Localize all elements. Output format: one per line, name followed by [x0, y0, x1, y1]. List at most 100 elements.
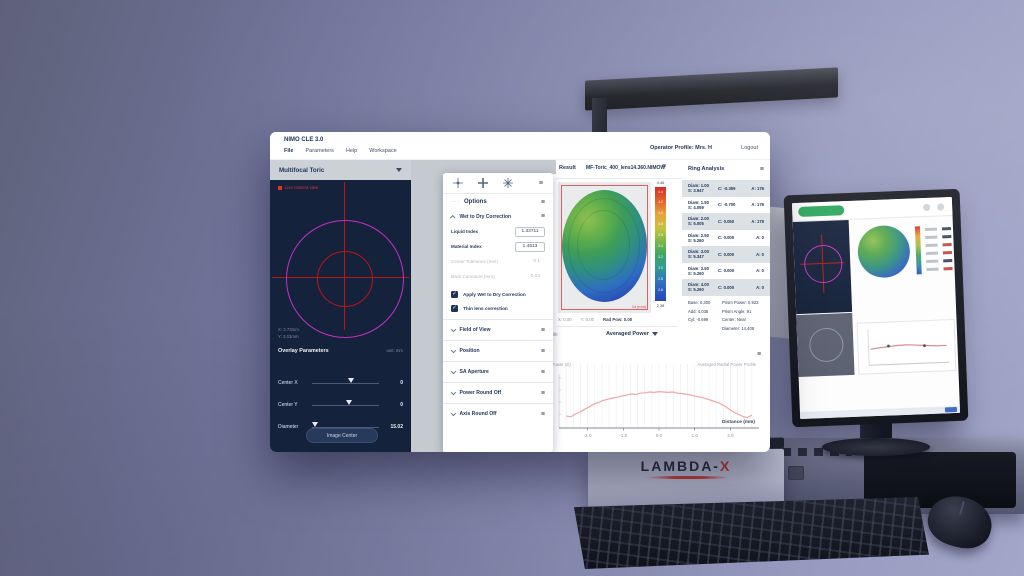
- slider-label: Center Y: [278, 402, 298, 408]
- slider-track[interactable]: [312, 377, 379, 384]
- section-position[interactable]: Position: [443, 340, 553, 361]
- toolbar-menu-icon[interactable]: [539, 180, 543, 187]
- menu-help[interactable]: Help: [345, 148, 358, 154]
- instrument-arm: [585, 67, 838, 111]
- colorbar-tick: 3.2: [658, 254, 663, 259]
- section-menu-icon[interactable]: [541, 213, 545, 220]
- slider-thumb[interactable]: [347, 377, 354, 383]
- ring-diam-cell: Diam: 2.00 S: 5.005: [688, 216, 718, 226]
- options-menu-icon[interactable]: [541, 199, 545, 206]
- cursor-x-readout: X: 3.73mm: [278, 327, 299, 332]
- result-menu-icon[interactable]: [662, 163, 666, 170]
- ring-menu-icon[interactable]: [760, 166, 764, 173]
- menu-file[interactable]: File: [284, 148, 294, 154]
- ring-diam: Diam: 2.50: [688, 232, 709, 238]
- ring-diam-cell: Diam: 1.00 S: 3.947: [688, 183, 718, 193]
- logout-button[interactable]: Logout: [741, 145, 758, 151]
- chart-title: Averaged Radial Power Profile: [697, 362, 756, 367]
- image-center-button[interactable]: Image Center: [306, 428, 378, 443]
- ring-diam-cell: Diam: 3.00 S: 5.347: [688, 249, 718, 259]
- device-logo: LAMBDA-X: [640, 458, 732, 474]
- field-value[interactable]: 1.33711: [515, 226, 545, 237]
- colorbar-tick: 2.8: [658, 276, 663, 281]
- drag-handle-icon[interactable]: ···: [451, 199, 460, 205]
- section-sa-aperture[interactable]: SA Aperture: [443, 361, 553, 382]
- checkbox-checked-icon[interactable]: ✓: [451, 290, 458, 298]
- collapsed-sections: Field of View Position SA Aperture Power Ro…: [443, 319, 553, 424]
- camera-status: Live camera view: [278, 185, 318, 190]
- map-dimension-label: 14 (mm): [631, 305, 646, 309]
- checkbox-label: Thin lens correction: [463, 305, 508, 311]
- table-row: Diam: 2.50 S: 5.260 C: 0.000 A: 0: [682, 230, 770, 247]
- chart-menu-icon[interactable]: [757, 351, 761, 358]
- camera-panel: Multifocal Toric Live camera view X: 3.7…: [270, 160, 411, 452]
- mini-ghost-circle: [808, 327, 845, 363]
- section-field-of-view[interactable]: Field of View: [443, 319, 553, 340]
- svg-text:Distance (mm): Distance (mm): [722, 419, 755, 425]
- mini-results-list: [924, 227, 953, 276]
- table-row: Diam: 2.00 S: 5.005 C: 0.050 A: 179: [682, 213, 770, 230]
- menu-workspace[interactable]: Workspace: [369, 148, 397, 154]
- slider-thumb[interactable]: [345, 399, 352, 405]
- section-menu-icon[interactable]: [541, 390, 545, 397]
- panel-gap: [443, 160, 556, 174]
- ring-sphere: S: 5.005: [688, 221, 704, 227]
- starburst-icon[interactable]: [503, 178, 513, 188]
- section-wet-to-dry[interactable]: Wet to Dry Correction: [443, 210, 553, 223]
- section-menu-icon[interactable]: [541, 348, 545, 355]
- section-label: SA Aperture: [459, 369, 489, 375]
- chevron-down-icon: [450, 368, 456, 374]
- ring-axis: A: 0: [756, 284, 764, 290]
- ring-axis: A: 176: [751, 202, 764, 208]
- options-header[interactable]: ··· Options: [443, 194, 553, 210]
- section-menu-icon[interactable]: [541, 411, 545, 418]
- ring-diam-cell: Diam: 2.50 S: 5.260: [688, 233, 718, 243]
- table-row: Diam: 3.50 S: 5.260 C: 0.000 A: 0: [682, 263, 770, 280]
- table-row: Diam: 3.00 S: 5.347 C: 0.000 A: 0: [682, 246, 770, 263]
- profile-select[interactable]: Averaged Power: [606, 331, 658, 337]
- crosshair-dot-icon[interactable]: [453, 178, 463, 188]
- lens-type-select[interactable]: Multifocal Toric: [270, 160, 411, 180]
- lens-power-map: [562, 190, 647, 302]
- checkbox-row[interactable]: ✓ Apply Wet to Dry Correction: [451, 287, 545, 301]
- checkbox-row[interactable]: ✓ Thin lens correction: [451, 301, 545, 315]
- overlay-sliders: Center X 0 Center Y 0 Diameter 15.02: [278, 372, 403, 438]
- ring-table: Diam: 1.00 S: 3.947 C: -0.359 A: 176 Diam: 1…: [682, 180, 770, 296]
- ring-sphere: S: 5.260: [688, 237, 704, 243]
- section-menu-icon[interactable]: [541, 327, 545, 334]
- colorbar-tick: 4.0: [658, 211, 663, 216]
- option-field: Back Curvature (mm) 0.03: [451, 269, 545, 284]
- colorbar-tick: 3.6: [658, 233, 663, 238]
- slider-track[interactable]: [312, 421, 379, 428]
- overlay-circle: [286, 220, 404, 338]
- chevron-down-icon: [450, 326, 456, 332]
- menu-parameters[interactable]: Parameters: [305, 148, 334, 154]
- cursor-y-readout: Y: 3.03mm: [278, 334, 299, 339]
- readout-item: X: 0.00: [558, 317, 572, 322]
- section-label: Axis Round Off: [459, 411, 497, 417]
- mini-camera-panel: [792, 219, 853, 315]
- chevron-down-icon: [450, 410, 456, 416]
- option-field: Material Index 1.4513: [451, 239, 545, 254]
- wet-to-dry-checkboxes: ✓ Apply Wet to Dry Correction ✓ Thin lens c…: [443, 284, 553, 319]
- ring-cyl: C: -0.359: [718, 185, 736, 191]
- section-axis-round-off[interactable]: Axis Round Off: [443, 403, 553, 424]
- slider-thumb[interactable]: [312, 421, 319, 427]
- section-menu-icon[interactable]: [541, 369, 545, 376]
- ring-sphere: S: 4.059: [688, 204, 704, 210]
- crosshair-plus-icon[interactable]: [478, 178, 488, 188]
- ring-axis: A: 176: [751, 185, 764, 191]
- ring-cyl: C: 0.000: [718, 284, 735, 290]
- mini-power-map: [856, 224, 911, 279]
- slider-track[interactable]: [312, 399, 379, 406]
- svg-text:1.0: 1.0: [692, 433, 699, 438]
- slider-row: Center X 0: [278, 372, 403, 394]
- collapsed-panel-strip[interactable]: [411, 160, 443, 452]
- keyboard: [573, 497, 929, 569]
- mini-status-bar: [799, 405, 961, 419]
- field-value[interactable]: 1.4513: [515, 241, 545, 252]
- ring-cyl: C: -0.700: [718, 202, 736, 208]
- section-power-round-off[interactable]: Power Round Off: [443, 382, 553, 403]
- ring-axis: A: 179: [751, 218, 764, 224]
- checkbox-checked-icon[interactable]: ✓: [451, 304, 458, 312]
